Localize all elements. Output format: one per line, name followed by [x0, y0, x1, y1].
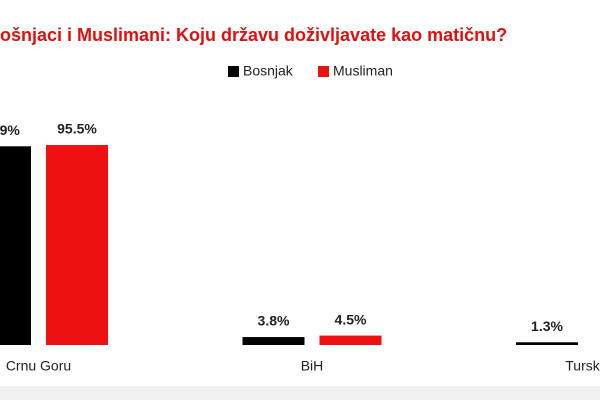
bar: [46, 145, 108, 345]
legend-swatch: [228, 66, 239, 77]
bar: [0, 146, 31, 345]
legend-swatch: [318, 66, 329, 77]
bar: [319, 335, 382, 345]
x-tick-label: BiH: [301, 358, 324, 374]
value-label: 3.8%: [258, 313, 290, 329]
x-tick-label: Tursk: [565, 358, 600, 374]
footer-strip: [0, 386, 600, 400]
chart-title: ošnjaci i Muslimani: Koju državu doživlj…: [0, 25, 507, 45]
x-tick-label: Crnu Goru: [6, 358, 71, 374]
value-label: 95.5%: [57, 121, 97, 137]
legend-label: Bosnjak: [243, 63, 294, 79]
bar: [516, 342, 578, 345]
value-label: 94.9%: [0, 122, 20, 138]
bar: [242, 337, 305, 345]
legend-label: Musliman: [333, 63, 393, 79]
value-label: 1.3%: [531, 318, 563, 334]
value-label: 4.5%: [335, 311, 367, 327]
